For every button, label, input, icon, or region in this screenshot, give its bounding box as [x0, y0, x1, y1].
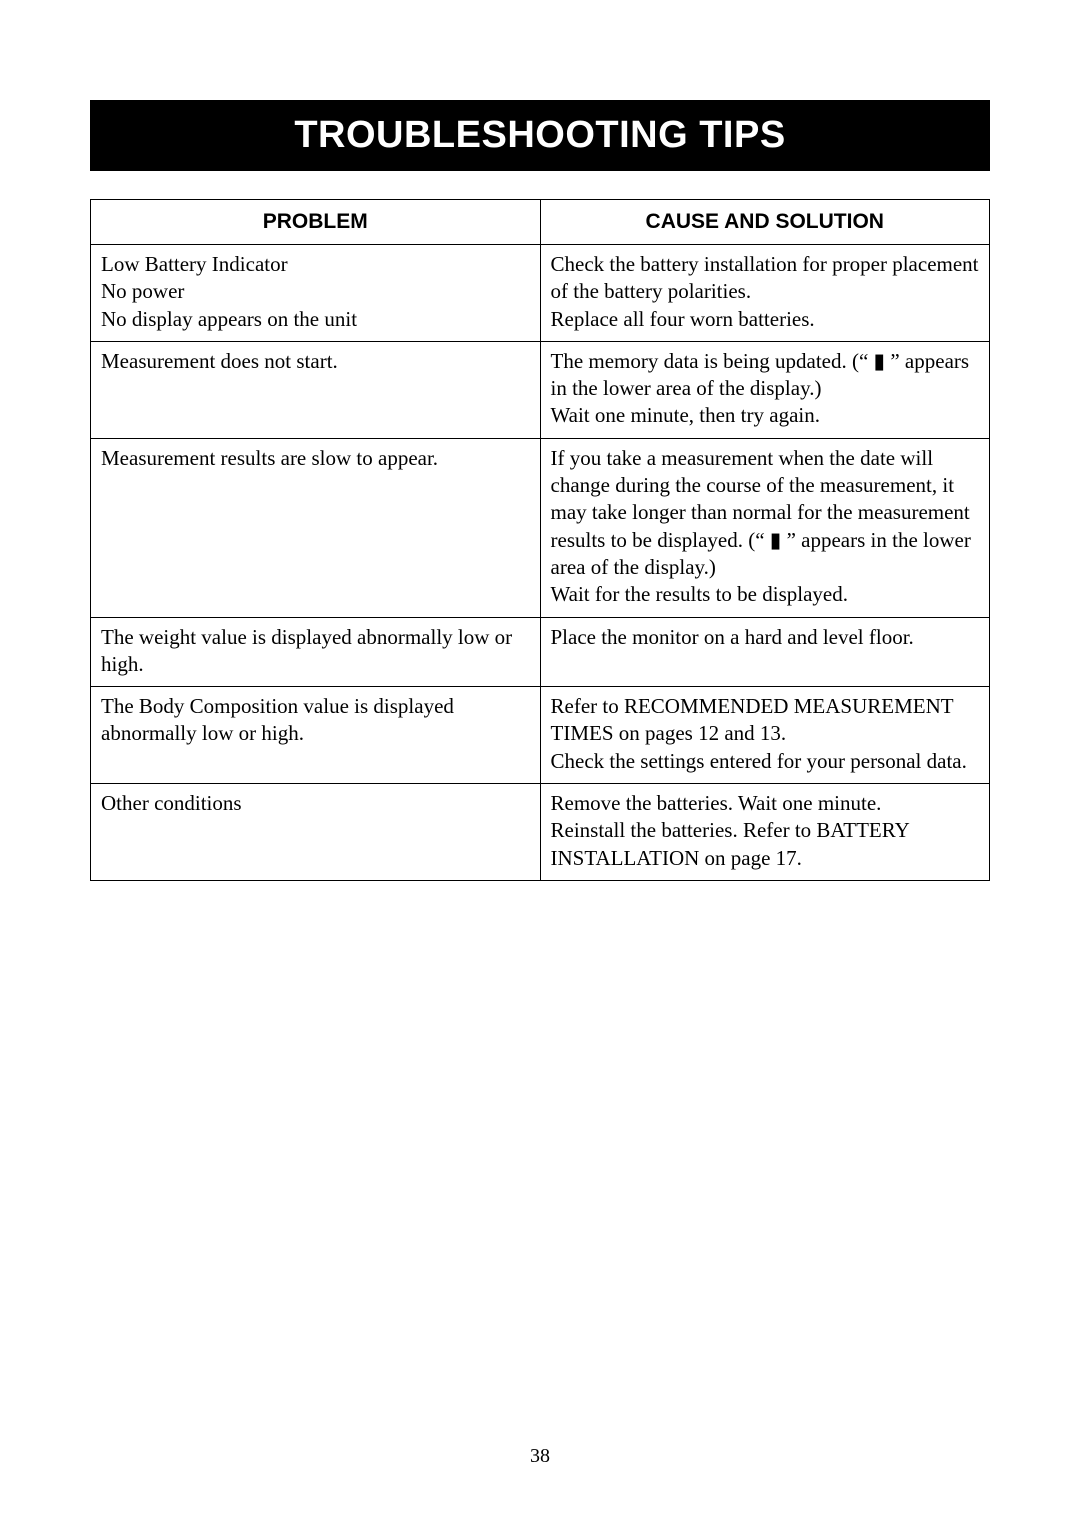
problem-cell: Measurement does not start.: [91, 341, 541, 438]
page-number: 38: [0, 1445, 1080, 1468]
header-solution: CAUSE AND SOLUTION: [540, 200, 990, 245]
solution-cell: Remove the batteries. Wait one minute. R…: [540, 784, 990, 881]
header-problem: PROBLEM: [91, 200, 541, 245]
problem-cell: Low Battery Indicator No power No displa…: [91, 245, 541, 342]
solution-cell: The memory data is being updated. (“ ▮ ”…: [540, 341, 990, 438]
solution-cell: Place the monitor on a hard and level fl…: [540, 617, 990, 687]
table-row: The weight value is displayed abnormally…: [91, 617, 990, 687]
solution-cell: If you take a measurement when the date …: [540, 438, 990, 617]
table-row: Measurement does not start.The memory da…: [91, 341, 990, 438]
troubleshooting-table: PROBLEM CAUSE AND SOLUTION Low Battery I…: [90, 199, 990, 881]
section-title: TROUBLESHOOTING TIPS: [294, 114, 785, 156]
section-banner: TROUBLESHOOTING TIPS: [90, 100, 990, 171]
table-row: Low Battery Indicator No power No displa…: [91, 245, 990, 342]
document-page: TROUBLESHOOTING TIPS PROBLEM CAUSE AND S…: [0, 0, 1080, 1528]
table-row: Measurement results are slow to appear.I…: [91, 438, 990, 617]
solution-cell: Check the battery installation for prope…: [540, 245, 990, 342]
table-header-row: PROBLEM CAUSE AND SOLUTION: [91, 200, 990, 245]
solution-cell: Refer to RECOMMENDED MEASUREMENT TIMES o…: [540, 687, 990, 784]
table-body: Low Battery Indicator No power No displa…: [91, 245, 990, 881]
table-row: The Body Composition value is displayed …: [91, 687, 990, 784]
problem-cell: The weight value is displayed abnormally…: [91, 617, 541, 687]
problem-cell: Measurement results are slow to appear.: [91, 438, 541, 617]
problem-cell: Other conditions: [91, 784, 541, 881]
table-row: Other conditionsRemove the batteries. Wa…: [91, 784, 990, 881]
problem-cell: The Body Composition value is displayed …: [91, 687, 541, 784]
